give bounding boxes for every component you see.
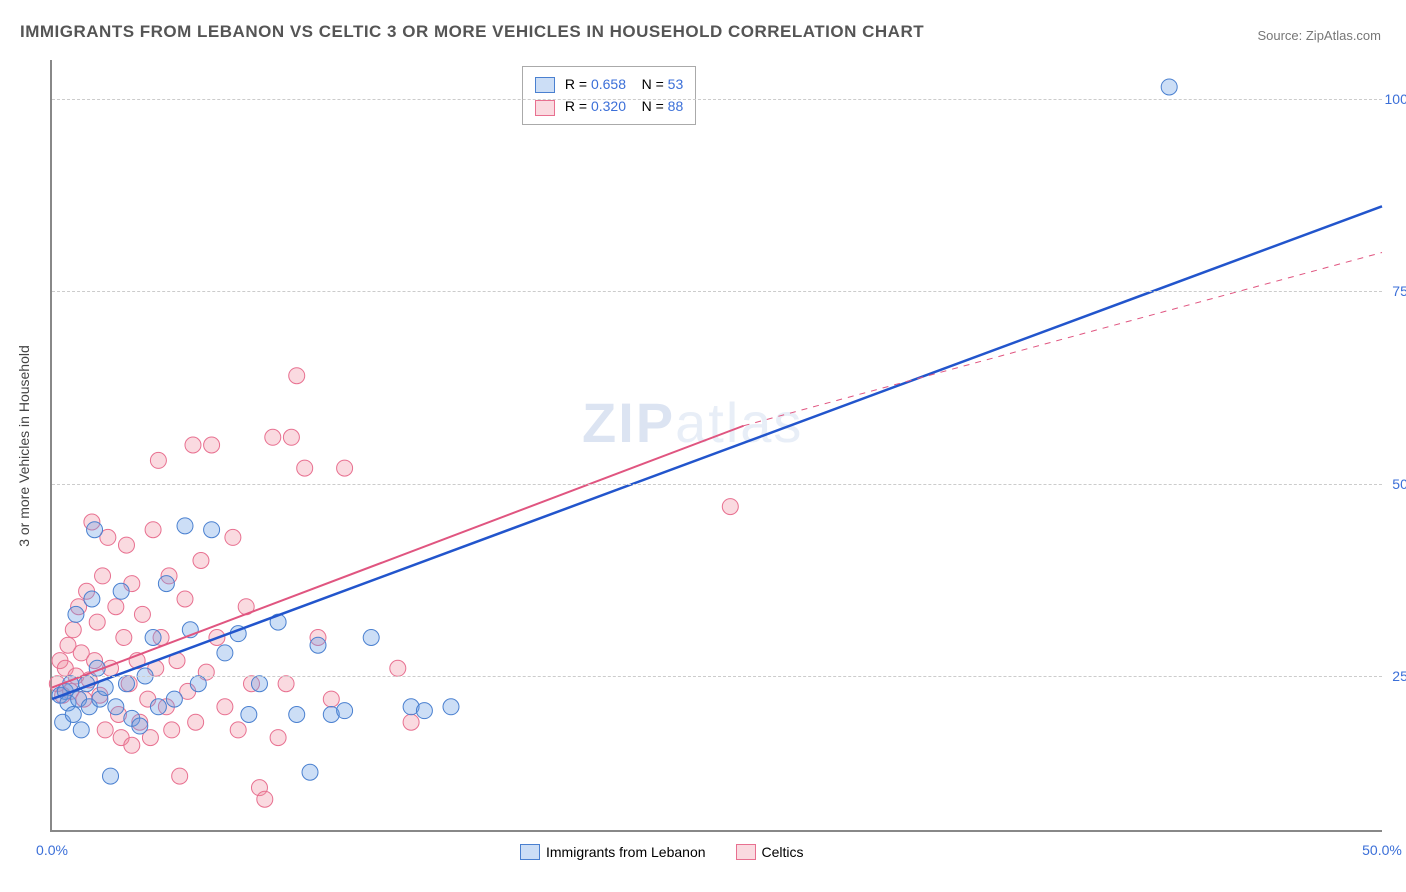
n-label: N = <box>642 76 668 92</box>
scatter-point <box>118 537 134 553</box>
r-value-pink: 0.320 <box>591 98 626 114</box>
scatter-point <box>108 599 124 615</box>
n-value-pink: 88 <box>668 98 684 114</box>
scatter-point <box>241 707 257 723</box>
scatter-point <box>113 583 129 599</box>
legend-label-blue: Immigrants from Lebanon <box>546 844 706 860</box>
scatter-point <box>87 522 103 538</box>
r-value-blue: 0.658 <box>591 76 626 92</box>
scatter-point <box>722 499 738 515</box>
y-tick-label: 50.0% <box>1382 476 1406 492</box>
scatter-point <box>84 591 100 607</box>
scatter-point <box>390 660 406 676</box>
legend-row-blue: R = 0.658 N = 53 <box>535 73 683 95</box>
y-axis-label: 3 or more Vehicles in Household <box>16 345 32 547</box>
scatter-point <box>188 714 204 730</box>
scatter-point <box>283 429 299 445</box>
scatter-point <box>73 722 89 738</box>
scatter-point <box>297 460 313 476</box>
gridline <box>52 291 1382 292</box>
scatter-point <box>278 676 294 692</box>
legend-correlation: R = 0.658 N = 53 R = 0.320 N = 88 <box>522 66 696 125</box>
y-tick-label: 75.0% <box>1382 283 1406 299</box>
scatter-point <box>193 553 209 569</box>
scatter-point <box>204 437 220 453</box>
regression-line <box>744 253 1382 426</box>
scatter-point <box>251 676 267 692</box>
legend-series: Immigrants from Lebanon Celtics <box>520 844 804 860</box>
scatter-point <box>134 606 150 622</box>
scatter-point <box>403 714 419 730</box>
scatter-point <box>265 429 281 445</box>
legend-swatch-blue-bottom <box>520 844 540 860</box>
legend-item-blue: Immigrants from Lebanon <box>520 844 706 860</box>
legend-swatch-pink <box>535 100 555 116</box>
scatter-point <box>145 522 161 538</box>
y-tick-label: 25.0% <box>1382 668 1406 684</box>
scatter-point <box>132 718 148 734</box>
scatter-point <box>337 703 353 719</box>
scatter-point <box>150 452 166 468</box>
scatter-point <box>217 699 233 715</box>
scatter-point <box>65 622 81 638</box>
scatter-point <box>97 722 113 738</box>
x-tick-label: 50.0% <box>1362 842 1402 858</box>
scatter-point <box>118 676 134 692</box>
scatter-point <box>217 645 233 661</box>
scatter-point <box>95 568 111 584</box>
legend-label-pink: Celtics <box>762 844 804 860</box>
gridline <box>52 99 1382 100</box>
scatter-point <box>145 630 161 646</box>
scatter-point <box>124 737 140 753</box>
n-label: N = <box>642 98 668 114</box>
regression-line <box>52 206 1382 699</box>
chart-title: IMMIGRANTS FROM LEBANON VS CELTIC 3 OR M… <box>20 22 924 42</box>
scatter-point <box>68 606 84 622</box>
scatter-point <box>337 460 353 476</box>
plot-area: ZIPatlas R = 0.658 N = 53 R = 0.320 N = … <box>50 60 1382 832</box>
scatter-point <box>103 768 119 784</box>
scatter-point <box>302 764 318 780</box>
scatter-point <box>443 699 459 715</box>
legend-swatch-blue <box>535 77 555 93</box>
scatter-point <box>230 722 246 738</box>
scatter-point <box>116 630 132 646</box>
scatter-point <box>164 722 180 738</box>
legend-swatch-pink-bottom <box>736 844 756 860</box>
scatter-point <box>65 707 81 723</box>
scatter-point <box>190 676 206 692</box>
legend-item-pink: Celtics <box>736 844 804 860</box>
scatter-point <box>323 691 339 707</box>
scatter-point <box>89 614 105 630</box>
chart-svg <box>52 60 1382 830</box>
scatter-point <box>1161 79 1177 95</box>
x-tick-label: 0.0% <box>36 842 68 858</box>
scatter-point <box>108 699 124 715</box>
scatter-point <box>150 699 166 715</box>
scatter-point <box>257 791 273 807</box>
gridline <box>52 484 1382 485</box>
scatter-point <box>363 630 379 646</box>
source-name: ZipAtlas.com <box>1306 28 1381 43</box>
source-attribution: Source: ZipAtlas.com <box>1257 28 1381 43</box>
scatter-point <box>416 703 432 719</box>
source-label: Source: <box>1257 28 1305 43</box>
scatter-point <box>185 437 201 453</box>
scatter-point <box>166 691 182 707</box>
scatter-point <box>177 518 193 534</box>
scatter-point <box>172 768 188 784</box>
scatter-point <box>289 368 305 384</box>
scatter-point <box>158 576 174 592</box>
n-value-blue: 53 <box>668 76 684 92</box>
scatter-point <box>177 591 193 607</box>
r-label: R = <box>565 76 591 92</box>
gridline <box>52 676 1382 677</box>
scatter-point <box>204 522 220 538</box>
scatter-point <box>289 707 305 723</box>
scatter-point <box>310 637 326 653</box>
y-tick-label: 100.0% <box>1382 91 1406 107</box>
scatter-point <box>270 730 286 746</box>
r-label: R = <box>565 98 591 114</box>
scatter-point <box>225 529 241 545</box>
